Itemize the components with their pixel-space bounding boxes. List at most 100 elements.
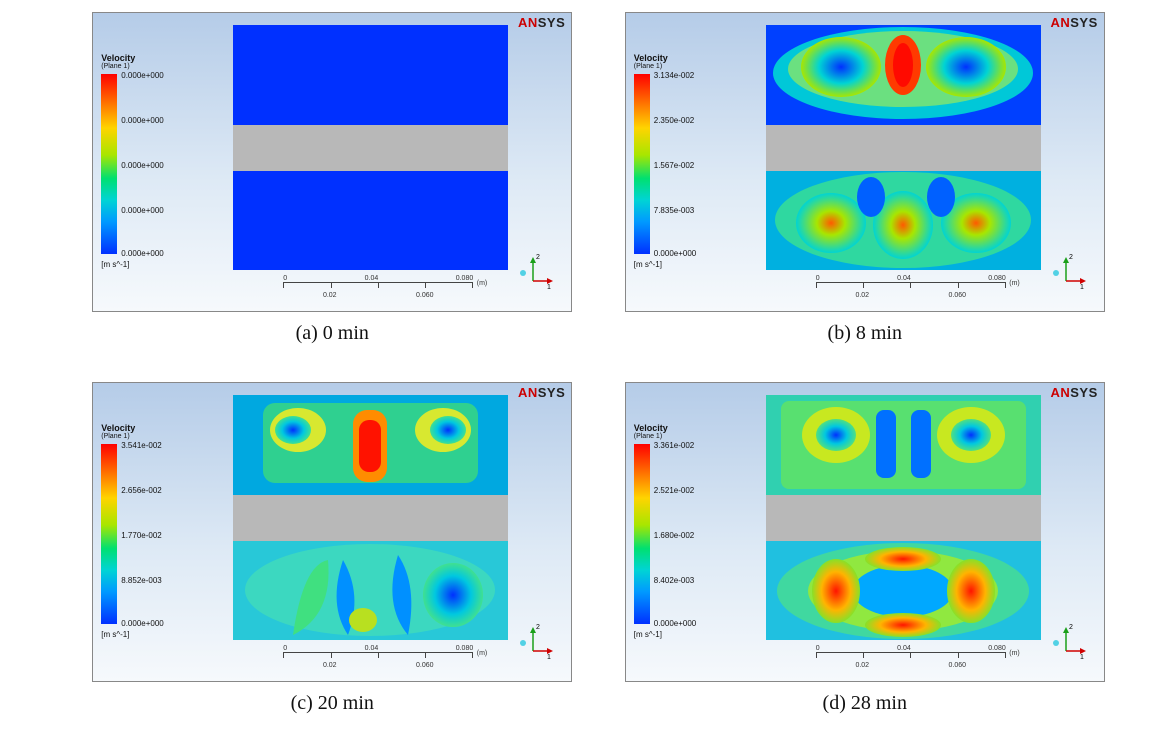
panel-d: ANSYS Velocity (Plane 1) 3.361e-002 2.52…: [613, 382, 1118, 734]
panel-b: ANSYS Velocity (Plane 1) 3.134e-002 2.35…: [613, 12, 1118, 364]
tick: 0.000e+000: [121, 206, 164, 215]
scale-label: 0.060: [416, 292, 434, 299]
axis-label: 2: [1069, 254, 1073, 261]
logo: ANSYS: [1050, 15, 1097, 30]
logo-prefix: AN: [518, 385, 538, 400]
triad-dot: [520, 270, 526, 276]
scale-label: 0: [816, 645, 820, 652]
scale-ruler: 00.040.080 0.020.060 (m): [816, 275, 1006, 299]
scale-ruler: 00.040.080 0.020.060 (m): [816, 645, 1006, 669]
tick: 1.567e-002: [654, 161, 694, 170]
triad-svg: 2 1: [513, 621, 553, 661]
tick: 1.680e-002: [654, 531, 694, 540]
contour-svg: [766, 395, 1041, 640]
tick: 8.852e-003: [121, 576, 161, 585]
scale-label: 0.080: [456, 275, 474, 282]
caption: (a) 0 min: [296, 322, 369, 345]
scale-label: 0.080: [988, 645, 1006, 652]
legend-unit: [m s^-1]: [634, 260, 744, 269]
colorbar: 3.361e-002 2.521e-002 1.680e-002 8.402e-…: [634, 444, 650, 624]
scale-unit: (m): [1009, 280, 1020, 287]
panel-a: ANSYS Velocity (Plane 1) 0.000e+000 0.00…: [80, 12, 585, 364]
axis-label: 1: [1080, 284, 1084, 291]
scale-label: 0.04: [897, 645, 911, 652]
tick: 2.521e-002: [654, 486, 694, 495]
scale-label: 0.04: [365, 275, 379, 282]
axis-triad: 2 1: [1046, 621, 1086, 661]
legend-subtitle: (Plane 1): [101, 433, 211, 440]
scale-ruler: 00.040.080 0.020.060 (m): [283, 645, 473, 669]
scale-label: 0: [283, 275, 287, 282]
axis-label: 1: [1080, 654, 1084, 661]
scale-unit: (m): [477, 280, 488, 287]
logo-suffix: SYS: [1070, 15, 1098, 30]
triad-svg: 2 1: [513, 251, 553, 291]
tick: 8.402e-003: [654, 576, 694, 585]
tick: 1.770e-002: [121, 531, 161, 540]
scale-label: 0.080: [456, 645, 474, 652]
legend-unit: [m s^-1]: [101, 260, 211, 269]
contour: [233, 395, 508, 640]
solid-band: [766, 495, 1041, 541]
axis-triad: 2 1: [513, 251, 553, 291]
scale-label: 0.02: [855, 662, 869, 669]
caption: (c) 20 min: [291, 692, 374, 715]
logo-prefix: AN: [518, 15, 538, 30]
legend: Velocity (Plane 1) 3.134e-002 2.350e-002…: [634, 53, 744, 269]
tick: 3.361e-002: [654, 441, 694, 450]
tick: 2.350e-002: [654, 116, 694, 125]
tick: 0.000e+000: [121, 71, 164, 80]
contour-svg: [766, 25, 1041, 270]
legend: Velocity (Plane 1) 0.000e+000 0.000e+000…: [101, 53, 211, 269]
axis-label: 2: [1069, 624, 1073, 631]
tick: 3.134e-002: [654, 71, 694, 80]
viewport: ANSYS Velocity (Plane 1) 3.361e-002 2.52…: [625, 382, 1105, 682]
scale-label: 0.060: [949, 292, 967, 299]
scale-label: 0.02: [855, 292, 869, 299]
legend-title: Velocity: [634, 53, 744, 63]
scale-ruler: 00.040.080 0.020.060 (m): [283, 275, 473, 299]
scale-label: 0.080: [988, 275, 1006, 282]
logo-prefix: AN: [1050, 15, 1070, 30]
colorbar: 3.134e-002 2.350e-002 1.567e-002 7.835e-…: [634, 74, 650, 254]
legend-unit: [m s^-1]: [634, 630, 744, 639]
logo: ANSYS: [518, 385, 565, 400]
solid-band: [233, 125, 508, 171]
scale-label: 0: [283, 645, 287, 652]
solid-band: [233, 495, 508, 541]
axis-label: 1: [547, 654, 551, 661]
legend-subtitle: (Plane 1): [634, 63, 744, 70]
legend: Velocity (Plane 1) 3.361e-002 2.521e-002…: [634, 423, 744, 639]
tick: 0.000e+000: [121, 619, 164, 628]
triad-svg: 2 1: [1046, 621, 1086, 661]
scale-unit: (m): [1009, 650, 1020, 657]
legend-subtitle: (Plane 1): [101, 63, 211, 70]
caption: (d) 28 min: [823, 692, 907, 715]
viewport: ANSYS Velocity (Plane 1) 3.134e-002 2.35…: [625, 12, 1105, 312]
axis-label: 2: [536, 624, 540, 631]
tick: 7.835e-003: [654, 206, 694, 215]
axis-triad: 2 1: [1046, 251, 1086, 291]
scale-label: 0.04: [365, 645, 379, 652]
viewport: ANSYS Velocity (Plane 1) 0.000e+000 0.00…: [92, 12, 572, 312]
legend-title: Velocity: [101, 423, 211, 433]
tick: 0.000e+000: [654, 249, 697, 258]
caption: (b) 8 min: [828, 322, 902, 345]
colorbar: 3.541e-002 2.656e-002 1.770e-002 8.852e-…: [101, 444, 117, 624]
viewport: ANSYS Velocity (Plane 1) 3.541e-002 2.65…: [92, 382, 572, 682]
logo-prefix: AN: [1050, 385, 1070, 400]
scale-label: 0: [816, 275, 820, 282]
axis-triad: 2 1: [513, 621, 553, 661]
tick: 0.000e+000: [121, 116, 164, 125]
legend-title: Velocity: [101, 53, 211, 63]
logo: ANSYS: [518, 15, 565, 30]
tick: 2.656e-002: [121, 486, 161, 495]
scale-label: 0.04: [897, 275, 911, 282]
solid-band: [766, 125, 1041, 171]
tick: 0.000e+000: [121, 249, 164, 258]
scale-label: 0.060: [416, 662, 434, 669]
logo-suffix: SYS: [538, 385, 566, 400]
tick: 0.000e+000: [654, 619, 697, 628]
legend-title: Velocity: [634, 423, 744, 433]
contour-svg: [233, 25, 508, 270]
